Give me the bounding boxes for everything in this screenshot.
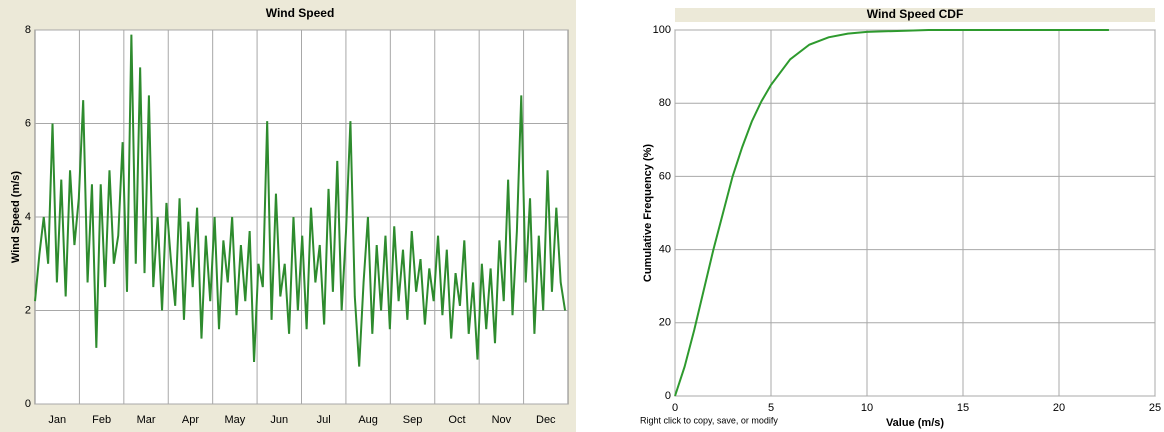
series-line bbox=[34, 34, 567, 367]
y-tick-label: 0 bbox=[665, 390, 671, 402]
x-tick-label: Feb bbox=[92, 414, 111, 426]
x-tick-label: 15 bbox=[957, 402, 969, 414]
y-axis-label: Wind Speed (m/s) bbox=[10, 171, 22, 264]
x-tick-label: Apr bbox=[182, 414, 199, 426]
x-tick-label: Sep bbox=[403, 414, 423, 426]
x-tick-label: Dec bbox=[536, 414, 556, 426]
x-tick-label: Oct bbox=[448, 414, 465, 426]
y-tick-label: 8 bbox=[25, 24, 31, 36]
y-tick-label: 40 bbox=[659, 244, 671, 256]
x-tick-label: Jul bbox=[317, 414, 331, 426]
y-tick-label: 0 bbox=[25, 398, 31, 410]
x-tick-label: Nov bbox=[492, 414, 512, 426]
right-title-bar bbox=[675, 8, 1155, 22]
x-tick-label: Jun bbox=[270, 414, 288, 426]
chart-title: Wind Speed CDF bbox=[867, 7, 964, 21]
y-tick-label: 6 bbox=[25, 117, 31, 129]
x-tick-label: 0 bbox=[672, 402, 678, 414]
y-tick-label: 60 bbox=[659, 170, 671, 182]
y-tick-label: 20 bbox=[659, 317, 671, 329]
y-tick-label: 2 bbox=[25, 304, 31, 316]
plot-area bbox=[674, 29, 1156, 397]
x-tick-label: 5 bbox=[768, 402, 774, 414]
x-tick-label: 20 bbox=[1053, 402, 1065, 414]
chart-title: Wind Speed bbox=[266, 6, 335, 20]
note: Right click to copy, save, or modify bbox=[640, 415, 778, 425]
x-tick-label: Aug bbox=[358, 414, 378, 426]
x-tick-label: May bbox=[224, 414, 245, 426]
x-tick-label: Jan bbox=[48, 414, 66, 426]
x-tick-label: 25 bbox=[1149, 402, 1161, 414]
y-axis-label: Cumulative Frequency (%) bbox=[642, 144, 654, 282]
y-tick-label: 80 bbox=[659, 97, 671, 109]
x-tick-label: Mar bbox=[137, 414, 156, 426]
x-axis-label: Value (m/s) bbox=[886, 417, 944, 429]
y-tick-label: 4 bbox=[25, 211, 31, 223]
x-tick-label: 10 bbox=[861, 402, 873, 414]
series-line bbox=[674, 29, 1109, 397]
y-tick-label: 100 bbox=[653, 24, 671, 36]
